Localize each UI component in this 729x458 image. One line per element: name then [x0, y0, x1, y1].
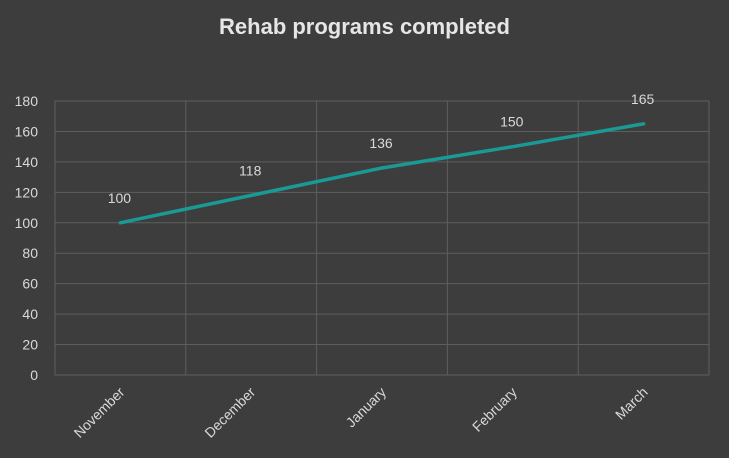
y-tick-label: 60 — [22, 276, 38, 292]
y-tick-label: 0 — [30, 367, 38, 383]
y-tick-label: 160 — [15, 123, 39, 139]
y-tick-label: 100 — [15, 215, 39, 231]
data-point — [642, 122, 646, 126]
x-tick-label: January — [343, 384, 390, 431]
data-point — [118, 221, 122, 225]
data-point — [249, 193, 253, 197]
y-axis-ticks: 0 20 40 60 80 100 120 140 160 180 — [15, 93, 39, 383]
x-tick-label: March — [612, 384, 651, 423]
data-label: 118 — [239, 162, 262, 178]
chart-title: Rehab programs completed — [219, 14, 510, 39]
data-point — [511, 145, 515, 149]
data-label: 165 — [631, 91, 655, 107]
gridlines — [54, 100, 710, 376]
x-tick-label: November — [71, 384, 128, 441]
y-tick-label: 140 — [15, 154, 39, 170]
y-tick-label: 120 — [15, 184, 39, 200]
x-tick-label: December — [201, 384, 258, 441]
x-tick-label: February — [469, 384, 520, 435]
data-label: 150 — [500, 114, 524, 130]
series-layer — [118, 122, 646, 225]
data-labels: 100 118 136 150 165 — [108, 91, 655, 206]
y-tick-label: 80 — [22, 245, 38, 261]
y-tick-label: 40 — [22, 306, 38, 322]
x-axis-ticks: November December January February March — [71, 384, 651, 441]
y-tick-label: 20 — [22, 337, 38, 353]
data-point — [380, 166, 384, 170]
data-label: 100 — [108, 190, 132, 206]
data-label: 136 — [369, 135, 393, 151]
y-tick-label: 180 — [15, 93, 39, 109]
